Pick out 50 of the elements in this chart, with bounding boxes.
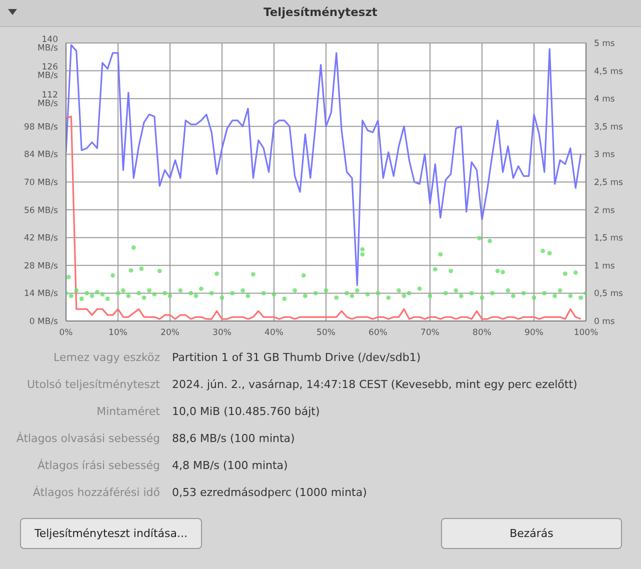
text: Lemez vagy eszköz: [54, 351, 160, 364]
y-tick-label: 98 MB/s: [24, 122, 59, 132]
text: Utolsó teljesítményteszt: [26, 378, 160, 391]
y2-tick-label: 5 ms: [594, 39, 616, 50]
y2-tick-label: 4 ms: [594, 94, 616, 105]
x-tick-label: 70%: [420, 328, 440, 338]
text: Partition 1 of 31 GB Thumb Drive (/dev/sdb1): [172, 351, 421, 364]
y-tick-label: 140 MB/s: [38, 34, 59, 54]
y-tick-label: 126 MB/s: [38, 62, 59, 82]
y2-tick-label: 4,5 ms: [594, 66, 624, 77]
y-tick-label: 42 MB/s: [24, 234, 59, 244]
y2-tick-label: 0 ms: [594, 317, 616, 328]
x-tick-label: 50%: [316, 328, 336, 338]
text: 88,6 MB/s (100 minta): [172, 432, 295, 445]
line-series: [66, 116, 582, 320]
y-tick-label: 70 MB/s: [24, 178, 59, 188]
y-tick-label: 56 MB/s: [24, 206, 59, 216]
x-tick-label: 20%: [160, 328, 180, 338]
y2-tick-label: 2,5 ms: [594, 178, 624, 188]
y-tick-label: 28 MB/s: [24, 261, 59, 272]
x-tick-label: 60%: [368, 328, 388, 338]
x-tick-label: 80%: [472, 328, 492, 338]
text: Mintaméret: [96, 405, 160, 418]
text: 10,0 MiB (10.485.760 bájt): [172, 405, 320, 418]
text: 0,53 ezredmásodperc (1000 minta): [172, 486, 367, 499]
y2-tick-label: 3,5 ms: [594, 122, 624, 132]
y2-tick-label: 1 ms: [594, 261, 616, 272]
x-tick-label: 10%: [108, 328, 128, 338]
text: Bezárás: [441, 518, 622, 549]
y2-tick-label: 3 ms: [594, 150, 616, 160]
x-tick-label: 30%: [212, 328, 232, 338]
y2-tick-label: 0,5 ms: [594, 289, 624, 300]
x-tick-label: 90%: [524, 328, 544, 338]
y-tick-label: 84 MB/s: [24, 150, 59, 160]
text: Átlagos írási sebesség: [38, 459, 160, 472]
y-tick-label: 0 MB/s: [29, 317, 59, 328]
x-tick-label: 40%: [264, 328, 284, 338]
y-tick-label: 112 MB/s: [38, 90, 59, 109]
line-series: [66, 44, 582, 286]
y2-tick-label: 2 ms: [594, 206, 616, 216]
y2-tick-label: 1,5 ms: [594, 234, 624, 244]
text: Átlagos olvasási sebesség: [16, 432, 160, 445]
chart-title: Teljesítményteszt: [262, 5, 378, 19]
x-tick-label: 0%: [59, 328, 73, 338]
text: Átlagos hozzáférési idő: [32, 486, 160, 499]
y-tick-label: 14 MB/s: [24, 289, 59, 300]
text: 2024. jún. 2., vasárnap, 14:47:18 CEST (Kevesebb, mint egy perc ezelőtt): [172, 378, 578, 391]
text: 4,8 MB/s (100 minta): [172, 459, 288, 472]
text: Teljesítményteszt indítása...: [20, 518, 202, 549]
x-tick-label: 100%: [574, 328, 598, 338]
